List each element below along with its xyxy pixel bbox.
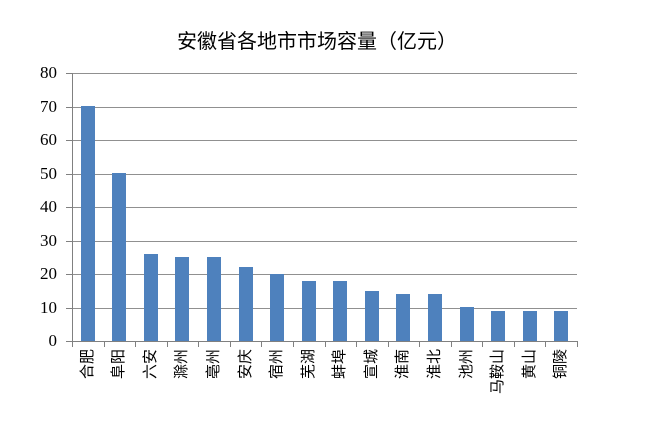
gridline	[72, 241, 577, 242]
y-axis-tick-label: 0	[48, 331, 58, 350]
bar	[523, 311, 537, 341]
x-axis-tick	[135, 342, 136, 347]
gridline	[72, 308, 577, 309]
y-axis-tick	[66, 174, 72, 175]
x-axis-category-label: 黄山	[522, 349, 538, 380]
x-axis-tick	[230, 342, 231, 347]
gridline	[72, 140, 577, 141]
bar	[239, 267, 253, 341]
y-axis-tick-label: 50	[40, 164, 57, 183]
y-axis-tick	[66, 107, 72, 108]
x-axis-category-label: 马鞍山	[490, 349, 506, 395]
x-axis-tick	[72, 342, 73, 347]
x-axis-tick	[261, 342, 262, 347]
x-axis-category-label: 芜湖	[301, 349, 317, 380]
x-axis-category-label: 亳州	[206, 349, 222, 380]
x-axis-tick	[419, 342, 420, 347]
x-axis-tick	[198, 342, 199, 347]
y-axis-tick-label: 60	[40, 130, 57, 149]
x-axis-category-label: 宿州	[269, 349, 285, 380]
gridline	[72, 207, 577, 208]
x-axis-category-label: 宣城	[364, 349, 380, 380]
y-axis-tick	[66, 341, 72, 342]
x-axis-tick	[545, 342, 546, 347]
y-axis-tick	[66, 207, 72, 208]
y-axis-tick-label: 40	[40, 197, 57, 216]
bar	[554, 311, 568, 341]
y-axis-line	[72, 73, 73, 341]
x-axis-tick	[451, 342, 452, 347]
x-axis-category-label: 安庆	[238, 349, 254, 380]
bar	[460, 307, 474, 341]
x-axis-tick	[577, 342, 578, 347]
x-axis-tick	[514, 342, 515, 347]
bar	[491, 311, 505, 341]
x-axis-tick	[388, 342, 389, 347]
bar	[144, 254, 158, 341]
y-axis-tick-label: 30	[40, 231, 57, 250]
y-axis-tick	[66, 140, 72, 141]
bar	[333, 281, 347, 341]
x-axis-tick	[167, 342, 168, 347]
x-axis-category-label: 铜陵	[553, 349, 569, 380]
y-axis-tick	[66, 308, 72, 309]
x-axis-category-label: 池州	[459, 349, 475, 380]
bar	[428, 294, 442, 341]
x-axis-category-label: 阜阳	[111, 349, 127, 380]
x-axis-category-label: 淮北	[427, 349, 443, 380]
bar	[207, 257, 221, 341]
x-axis-tick	[482, 342, 483, 347]
y-axis-tick	[66, 73, 72, 74]
x-axis-tick	[325, 342, 326, 347]
y-axis-tick-label: 20	[40, 264, 57, 283]
bar	[365, 291, 379, 341]
x-axis-tick	[293, 342, 294, 347]
bar	[81, 106, 95, 341]
bar	[270, 274, 284, 341]
x-axis-tick	[104, 342, 105, 347]
gridline	[72, 73, 577, 74]
y-axis-tick	[66, 241, 72, 242]
x-axis-category-label: 六安	[143, 349, 159, 380]
gridline	[72, 174, 577, 175]
y-axis-tick-label: 10	[40, 298, 57, 317]
y-axis-tick	[66, 274, 72, 275]
x-axis-category-label: 滁州	[174, 349, 190, 380]
gridline	[72, 274, 577, 275]
gridline	[72, 107, 577, 108]
y-axis-tick-label: 70	[40, 97, 57, 116]
bar	[112, 173, 126, 341]
x-axis-category-label: 蚌埠	[332, 349, 348, 380]
x-axis-category-label: 合肥	[80, 349, 96, 380]
x-axis-tick	[356, 342, 357, 347]
chart-title: 安徽省各地市市场容量（亿元）	[177, 31, 457, 53]
bar	[175, 257, 189, 341]
bar	[396, 294, 410, 341]
bar	[302, 281, 316, 341]
y-axis-tick-label: 80	[40, 63, 57, 82]
x-axis-category-label: 淮南	[395, 349, 411, 380]
x-axis-line	[72, 341, 578, 342]
